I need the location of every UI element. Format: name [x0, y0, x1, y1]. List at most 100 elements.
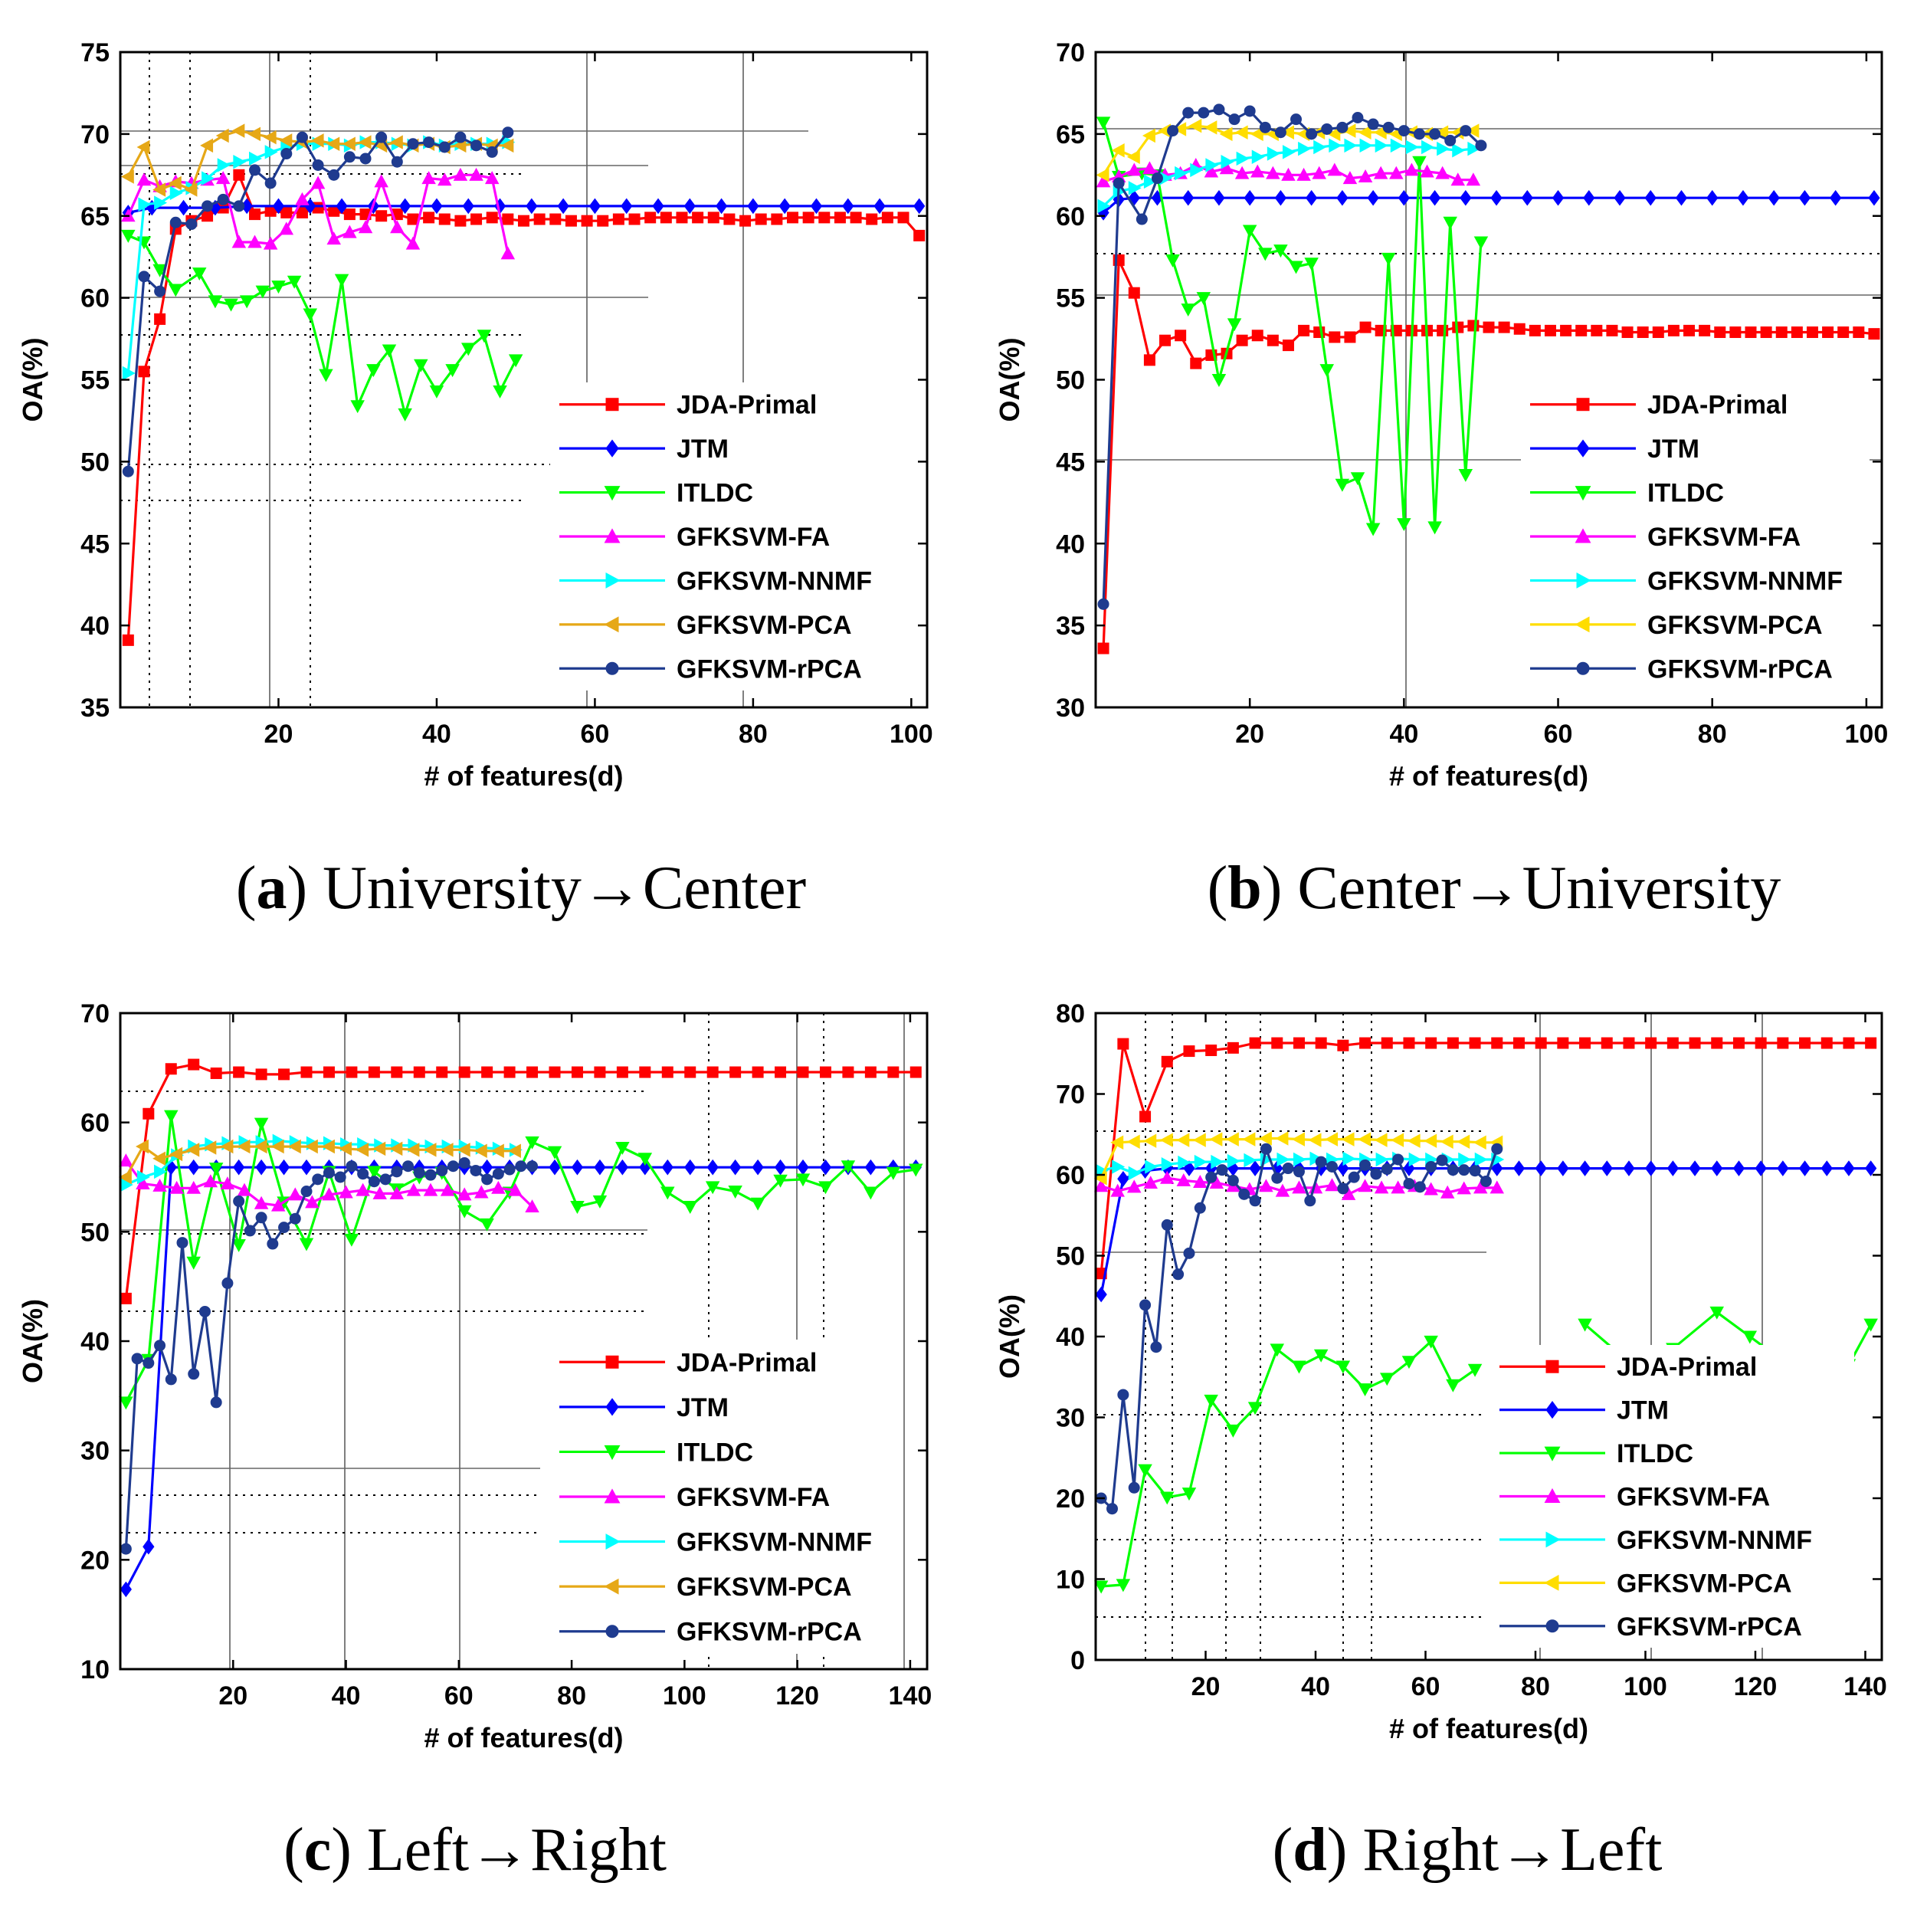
- data-point: [729, 1066, 742, 1078]
- panel-caption: (a) University→Center: [236, 854, 806, 922]
- data-point: [1293, 1166, 1305, 1178]
- data-point: [322, 1187, 336, 1201]
- data-point: [1389, 166, 1404, 179]
- data-point: [1249, 1037, 1261, 1049]
- data-point: [1172, 1268, 1185, 1281]
- data-point: [1313, 139, 1327, 155]
- data-point: [1270, 1343, 1285, 1357]
- data-point: [1380, 1373, 1394, 1386]
- data-point: [571, 1066, 583, 1078]
- x-tick-label: 120: [775, 1681, 819, 1711]
- data-point: [1236, 334, 1248, 346]
- y-tick-label: 40: [1056, 1323, 1085, 1352]
- legend-marker: [604, 528, 621, 543]
- data-point: [312, 159, 324, 171]
- data-point: [367, 1166, 382, 1179]
- data-point: [1737, 189, 1749, 206]
- data-point: [457, 1205, 472, 1219]
- data-point: [533, 213, 546, 225]
- data-point: [1312, 166, 1326, 179]
- data-point: [1281, 125, 1294, 139]
- data-point: [1271, 1172, 1283, 1184]
- data-point: [188, 1368, 200, 1380]
- legend-item: JDA-Primal: [559, 1348, 817, 1377]
- x-tick-label: 20: [1235, 720, 1264, 749]
- data-point: [402, 1160, 415, 1173]
- data-point: [1337, 1182, 1349, 1195]
- data-point: [152, 1151, 166, 1166]
- data-point: [1194, 1202, 1206, 1214]
- x-tick-label: 100: [1624, 1672, 1667, 1701]
- data-point: [154, 1164, 167, 1179]
- x-tick-label: 80: [557, 1681, 586, 1711]
- data-point: [358, 135, 372, 149]
- data-point: [233, 1159, 245, 1176]
- x-axis-label: # of features(d): [1389, 760, 1588, 792]
- data-point: [1097, 598, 1109, 610]
- x-tick-label: 120: [1734, 1672, 1778, 1701]
- data-point: [1313, 1349, 1329, 1363]
- series-jtm: [1097, 189, 1880, 221]
- data-point: [270, 1198, 286, 1212]
- legend-item: GFKSVM-PCA: [559, 1573, 852, 1602]
- data-point: [1644, 189, 1657, 206]
- data-point: [1128, 181, 1142, 195]
- y-tick-label: 60: [80, 284, 110, 313]
- y-tick-label: 70: [1056, 1081, 1085, 1110]
- data-point: [502, 126, 514, 139]
- data-point: [391, 1166, 403, 1178]
- legend-label: GFKSVM-FA: [1647, 523, 1801, 552]
- y-axis-label: OA(%): [994, 1294, 1025, 1379]
- data-point: [594, 1159, 606, 1176]
- data-point: [424, 1169, 437, 1181]
- data-point: [1352, 112, 1364, 123]
- series-jtm: [122, 198, 926, 221]
- data-point: [1606, 324, 1618, 336]
- data-point: [1666, 1037, 1679, 1049]
- data-point: [1143, 354, 1155, 366]
- data-point: [1403, 1160, 1415, 1176]
- data-point: [503, 1066, 516, 1078]
- data-point: [1424, 1133, 1437, 1148]
- data-point: [1579, 1037, 1591, 1049]
- data-point: [661, 1066, 673, 1078]
- data-point: [1404, 162, 1419, 176]
- data-point: [358, 220, 373, 234]
- data-point: [1437, 141, 1450, 156]
- data-point: [592, 1195, 608, 1209]
- data-point: [1381, 252, 1396, 266]
- data-point: [897, 212, 909, 224]
- data-point: [295, 192, 310, 205]
- data-point: [873, 198, 886, 215]
- data-point: [1440, 1185, 1455, 1199]
- data-point: [288, 1187, 303, 1201]
- data-point: [233, 1066, 245, 1078]
- data-point: [185, 218, 198, 230]
- data-point: [1623, 1037, 1635, 1049]
- data-point: [1822, 326, 1834, 339]
- data-point: [1196, 292, 1211, 306]
- legend-label: GFKSVM-PCA: [677, 1573, 852, 1602]
- data-point: [1178, 1155, 1191, 1170]
- y-tick-label: 50: [80, 1218, 110, 1247]
- data-point: [188, 1159, 200, 1176]
- data-point: [1512, 1160, 1526, 1176]
- data-point: [1242, 1132, 1256, 1146]
- data-point: [1837, 326, 1850, 339]
- data-point: [1251, 330, 1263, 342]
- data-point: [1250, 126, 1263, 142]
- data-point: [747, 198, 759, 215]
- data-point: [909, 1163, 923, 1177]
- data-point: [186, 1180, 201, 1194]
- legend-item: ITLDC: [559, 479, 753, 508]
- data-point: [1325, 1178, 1339, 1192]
- chart-panel-d: 0 10 20 30 40 50 60 70 80 20 40 60 80 100 120 140 # of f…: [994, 999, 1887, 1884]
- data-point: [336, 198, 348, 215]
- data-point: [549, 1159, 561, 1176]
- data-point: [557, 198, 569, 215]
- data-point: [1443, 216, 1457, 230]
- data-point: [186, 1143, 200, 1157]
- data-point: [819, 1159, 832, 1176]
- legend-label: GFKSVM-NNMF: [677, 566, 872, 595]
- data-point: [186, 1256, 201, 1270]
